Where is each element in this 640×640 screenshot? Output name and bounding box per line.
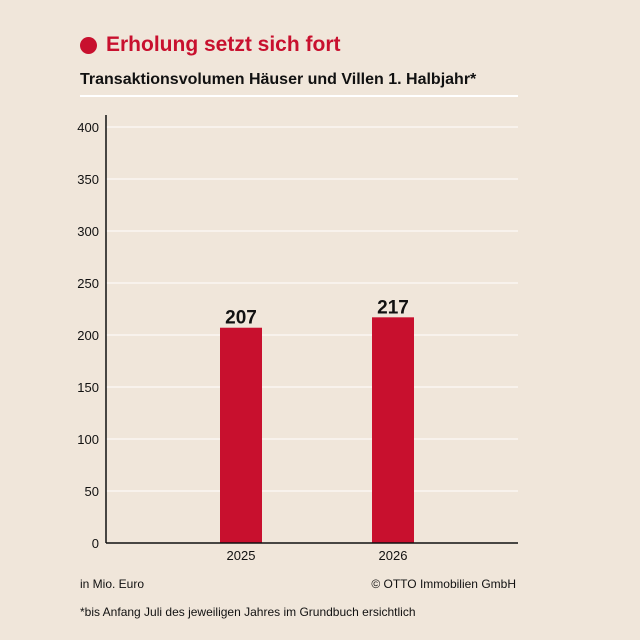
data-label: 217: [377, 297, 409, 318]
footnote: *bis Anfang Juli des jeweiligen Jahres i…: [80, 605, 416, 619]
source-credit: © OTTO Immobilien GmbH: [371, 577, 516, 591]
y-tick-label: 100: [77, 432, 99, 447]
y-tick-label: 150: [77, 380, 99, 395]
y-tick-label: 250: [77, 276, 99, 291]
title-divider: [80, 95, 518, 97]
x-tick-label: 2026: [379, 548, 408, 563]
data-label: 207: [225, 308, 257, 329]
headline-text: Erholung setzt sich fort: [106, 33, 341, 56]
y-tick-label: 350: [77, 172, 99, 187]
y-tick-label: 400: [77, 120, 99, 135]
y-tick-label: 50: [85, 484, 99, 499]
bar: [220, 327, 262, 543]
y-tick-label: 0: [92, 536, 99, 551]
unit-note: in Mio. Euro: [80, 577, 145, 591]
bullet-dot-icon: [80, 36, 97, 54]
chart-headline: Erholung setzt sich fort: [80, 33, 341, 57]
bar: [372, 317, 414, 543]
x-tick-label: 2025: [227, 548, 256, 563]
y-tick-label: 200: [77, 328, 99, 343]
y-tick-label: 300: [77, 224, 99, 239]
chart-subtitle: Transaktionsvolumen Häuser und Villen 1.…: [80, 71, 477, 88]
